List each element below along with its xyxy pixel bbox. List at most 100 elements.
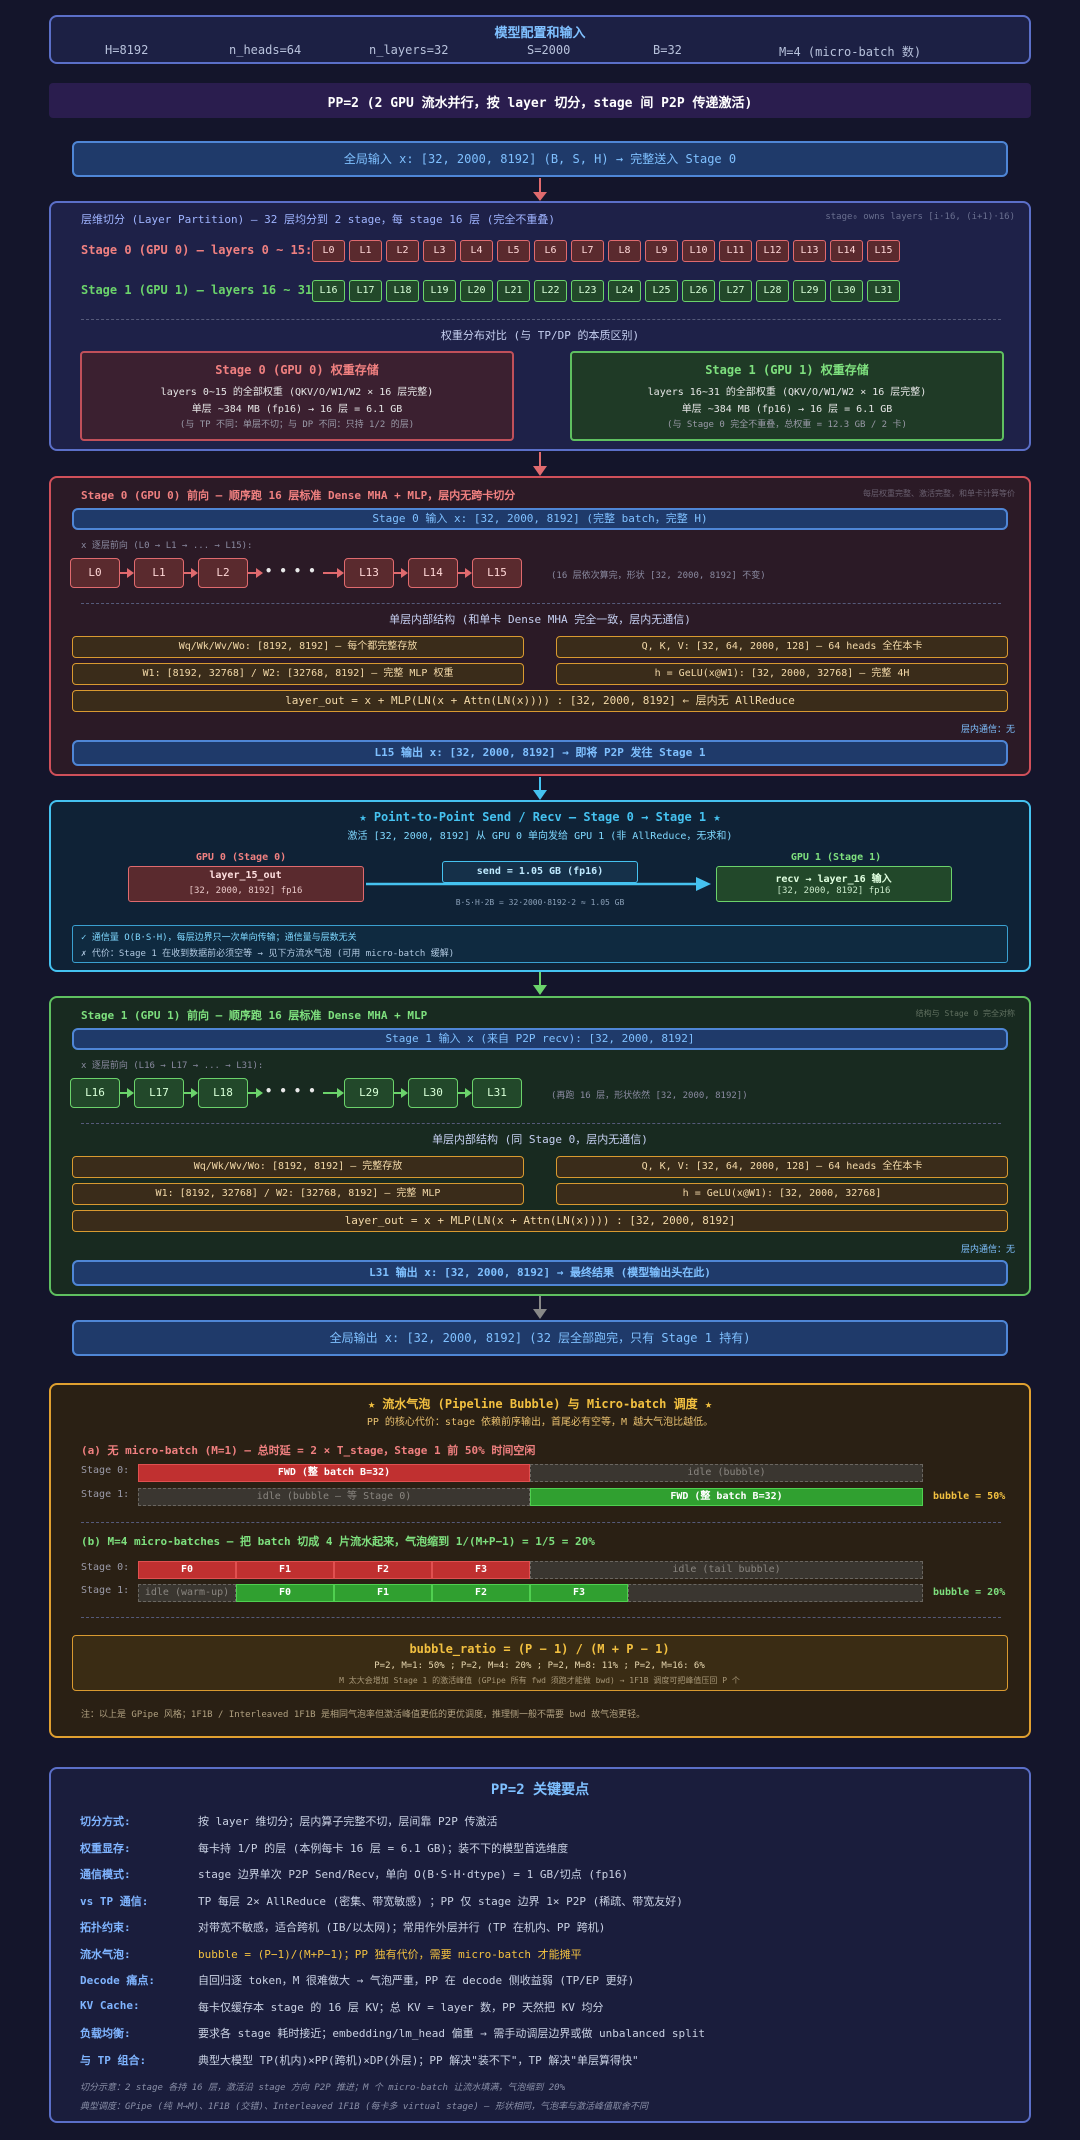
bubble-formula-note: M 太大会增加 Stage 1 的激活峰值 (GPipe 所有 fwd 须跑才能… bbox=[339, 1676, 740, 1685]
send-arrow-icon bbox=[366, 877, 711, 891]
summary-value: 每卡持 1/P 的层 (本例每卡 16 层 = 6.1 GB)；装不下的模型首选… bbox=[198, 1841, 569, 1855]
summary-key: 切分方式: bbox=[80, 1815, 131, 1828]
b-stage0-label: Stage 0: bbox=[81, 1562, 130, 1573]
gpu0-label: GPU 0 (Stage 0) bbox=[195, 852, 287, 863]
layer-chip: L17 bbox=[349, 280, 382, 302]
arrow-icon bbox=[120, 1085, 134, 1101]
arrow-icon bbox=[323, 565, 344, 581]
s1fwd-title: Stage 1 (GPU 1) 前向 — 顺序跑 16 层标准 Dense MH… bbox=[81, 1009, 428, 1022]
micro-batch-s1: F1 bbox=[334, 1584, 432, 1602]
s0fwd-title: Stage 0 (GPU 0) 前向 — 顺序跑 16 层标准 Dense MH… bbox=[81, 489, 516, 502]
bubble-subtitle: PP 的核心代价：stage 依赖前序输出，首尾必有空等，M 越大气泡比越低。 bbox=[366, 1417, 714, 1428]
b-stage1-label: Stage 1: bbox=[81, 1585, 130, 1596]
arrow-icon bbox=[184, 1085, 198, 1101]
layer-chip: L28 bbox=[756, 280, 789, 302]
arrow-icon bbox=[248, 1085, 263, 1101]
layer-chip: L2 bbox=[386, 240, 419, 262]
s0-box-l1: layers 0~15 的全部权重 (QKV/O/W1/W2 × 16 层完整) bbox=[160, 387, 434, 398]
layer-chip: L21 bbox=[497, 280, 530, 302]
stage0-weights-box: Stage 0 (GPU 0) 权重存储 layers 0~15 的全部权重 (… bbox=[80, 351, 514, 441]
s0-box-l2: 单层 ~384 MB (fp16) → 16 层 = 6.1 GB bbox=[191, 404, 403, 415]
s1-box-l2: 单层 ~384 MB (fp16) → 16 层 = 6.1 GB bbox=[681, 404, 893, 415]
micro-batch-s1: F3 bbox=[530, 1584, 628, 1602]
layer-chip: L20 bbox=[460, 280, 493, 302]
pp-title: PP=2 (2 GPU 流水并行，按 layer 切分，stage 间 P2P … bbox=[327, 96, 753, 111]
layer-chip: L31 bbox=[867, 280, 900, 302]
s0fwd-seq-label: x 逐层前向 (L0 → L1 → ... → L15): bbox=[81, 541, 253, 551]
s0fwd-seq-note: (16 层依次算完，形状 [32, 2000, 8192] 不变) bbox=[551, 571, 766, 581]
layer15-out-box: layer_15_out [32, 2000, 8192] fp16 bbox=[128, 866, 364, 902]
s1fwd-inner-title: 单层内部结构 (同 Stage 0，层内无通信) bbox=[432, 1133, 648, 1146]
layer-chip: L18 bbox=[386, 280, 419, 302]
summary-key: 通信模式: bbox=[80, 1868, 131, 1881]
b-s0-idle: idle (tail bubble) bbox=[530, 1561, 923, 1579]
micro-batch-s0: F1 bbox=[236, 1561, 334, 1579]
summary-value: 按 layer 维切分；层内算子完整不切，层间靠 P2P 传激活 bbox=[198, 1815, 498, 1828]
bubble-examples: P=2, M=1: 50% ; P=2, M=4: 20% ; P=2, M=8… bbox=[374, 1661, 705, 1671]
layer-node: L31 bbox=[472, 1078, 522, 1108]
p2p-pro: ✓ 通信量 O(B·S·H)，每层边界只一次单向传输；通信量与层数无关 bbox=[81, 933, 357, 943]
p2p-notes-box: ✓ 通信量 O(B·S·H)，每层边界只一次单向传输；通信量与层数无关 ✗ 代价… bbox=[72, 925, 1008, 963]
s1fwd-seq-label: x 逐层前向 (L16 → L17 → ... → L31): bbox=[81, 1061, 264, 1071]
box1-l2: [32, 2000, 8192] fp16 bbox=[776, 886, 891, 896]
layer-chip: L10 bbox=[682, 240, 715, 262]
p2p-con: ✗ 代价：Stage 1 在收到数据前必须空等 → 见下方流水气泡 (可用 mi… bbox=[81, 949, 455, 959]
p2p-panel: ★ Point-to-Point Send / Recv — Stage 0 →… bbox=[49, 800, 1031, 972]
s1fwd-note: 结构与 Stage 0 完全对称 bbox=[915, 1009, 1015, 1018]
stage1-weights-box: Stage 1 (GPU 1) 权重存储 layers 16~31 的全部权重 … bbox=[570, 351, 1004, 441]
summary-key: 与 TP 组合: bbox=[80, 2053, 147, 2067]
summary-key: vs TP 通信: bbox=[80, 1894, 149, 1908]
summary-key: 负载均衡: bbox=[80, 2027, 131, 2040]
summary-title: PP=2 关键要点 bbox=[490, 1782, 590, 1798]
gpu1-label: GPU 1 (Stage 1) bbox=[790, 852, 882, 863]
formula-box: bubble_ratio = (P − 1) / (M + P − 1) P=2… bbox=[72, 1635, 1008, 1691]
a-stage1-label: Stage 1: bbox=[81, 1489, 130, 1500]
s1-box-title: Stage 1 (GPU 1) 权重存储 bbox=[705, 363, 869, 377]
layer-node: L18 bbox=[198, 1078, 248, 1108]
layer-node: L2 bbox=[198, 558, 248, 588]
divider bbox=[81, 1522, 1001, 1523]
layer-chip: L12 bbox=[756, 240, 789, 262]
summary-value: 对带宽不敏感，适合跨机 (IB/以太网)；常用作外层并行 (TP 在机内、PP … bbox=[198, 1921, 606, 1934]
box1-l1: recv → layer_16 输入 bbox=[775, 874, 892, 885]
layer-chip: L29 bbox=[793, 280, 826, 302]
s0fwd-output: L15 输出 x: [32, 2000, 8192] → 即将 P2P 发往 S… bbox=[72, 740, 1008, 766]
summary-value: 要求各 stage 耗时接近；embedding/lm_head 偏重 → 需手… bbox=[198, 2027, 706, 2040]
divider bbox=[81, 603, 1001, 604]
s1fwd-q1: Q, K, V: [32, 64, 2000, 128] — 64 heads … bbox=[556, 1156, 1008, 1178]
s0fwd-inner-title: 单层内部结构 (和单卡 Dense MHA 完全一致，层内无通信) bbox=[389, 613, 691, 626]
summary-value: 典型大模型 TP(机内)×PP(跨机)×DP(外层)；PP 解决"装不下"，TP… bbox=[198, 2053, 639, 2067]
summary-key: 权重显存: bbox=[80, 1841, 131, 1855]
compare-title: 权重分布对比 (与 TP/DP 的本质区别) bbox=[440, 329, 640, 342]
config-panel: 模型配置和输入 H=8192 n_heads=64 n_layers=32 S=… bbox=[49, 15, 1031, 64]
global-output-bar: 全局输出 x: [32, 2000, 8192] (32 层全部跑完，只有 St… bbox=[72, 1320, 1008, 1356]
arrow-icon bbox=[394, 565, 408, 581]
a-stage0-label: Stage 0: bbox=[81, 1465, 130, 1476]
layer-node: L15 bbox=[472, 558, 522, 588]
micro-batch-s1: F2 bbox=[432, 1584, 530, 1602]
box0-l1: layer_15_out bbox=[209, 870, 282, 881]
p2p-title: ★ Point-to-Point Send / Recv — Stage 0 →… bbox=[359, 810, 721, 824]
s0fwd-note: 每层权重完整、激活完整，和单卡计算等价 bbox=[863, 489, 1015, 498]
layer-chip: L3 bbox=[423, 240, 456, 262]
s0fwd-comm: 层内通信：无 bbox=[960, 725, 1015, 735]
s1fwd-formula: layer_out = x + MLP(LN(x + Attn(LN(x))))… bbox=[72, 1210, 1008, 1232]
param-b: B=32 bbox=[653, 43, 682, 57]
s1fwd-w2: W1: [8192, 32768] / W2: [32768, 8192] — … bbox=[72, 1183, 524, 1205]
layer-node: L13 bbox=[344, 558, 394, 588]
layer-chip: L23 bbox=[571, 280, 604, 302]
layer-chip: L15 bbox=[867, 240, 900, 262]
s1-box-l3: (与 Stage 0 完全不重叠，总权重 = 12.3 GB / 2 卡) bbox=[667, 420, 907, 430]
s0fwd-w2: W1: [8192, 32768] / W2: [32768, 8192] — … bbox=[72, 663, 524, 685]
layer-node: L16 bbox=[70, 1078, 120, 1108]
param-s: S=2000 bbox=[527, 43, 571, 57]
arrow-icon bbox=[458, 565, 472, 581]
layer-chip: L11 bbox=[719, 240, 752, 262]
s1fwd-seq-note: (再跑 16 层，形状依然 [32, 2000, 8192]) bbox=[551, 1091, 748, 1101]
s1-box-l1: layers 16~31 的全部权重 (QKV/O/W1/W2 × 16 层完整… bbox=[647, 387, 927, 398]
summary-value: 自回归逐 token，M 很难做大 → 气泡严重，PP 在 decode 侧收益… bbox=[198, 1974, 635, 1987]
global-input-bar: 全局输入 x: [32, 2000, 8192] (B, S, H) → 完整送… bbox=[72, 141, 1008, 177]
b-s1-tail bbox=[628, 1584, 923, 1602]
layer-chip: L5 bbox=[497, 240, 530, 262]
layer-chip: L19 bbox=[423, 280, 456, 302]
